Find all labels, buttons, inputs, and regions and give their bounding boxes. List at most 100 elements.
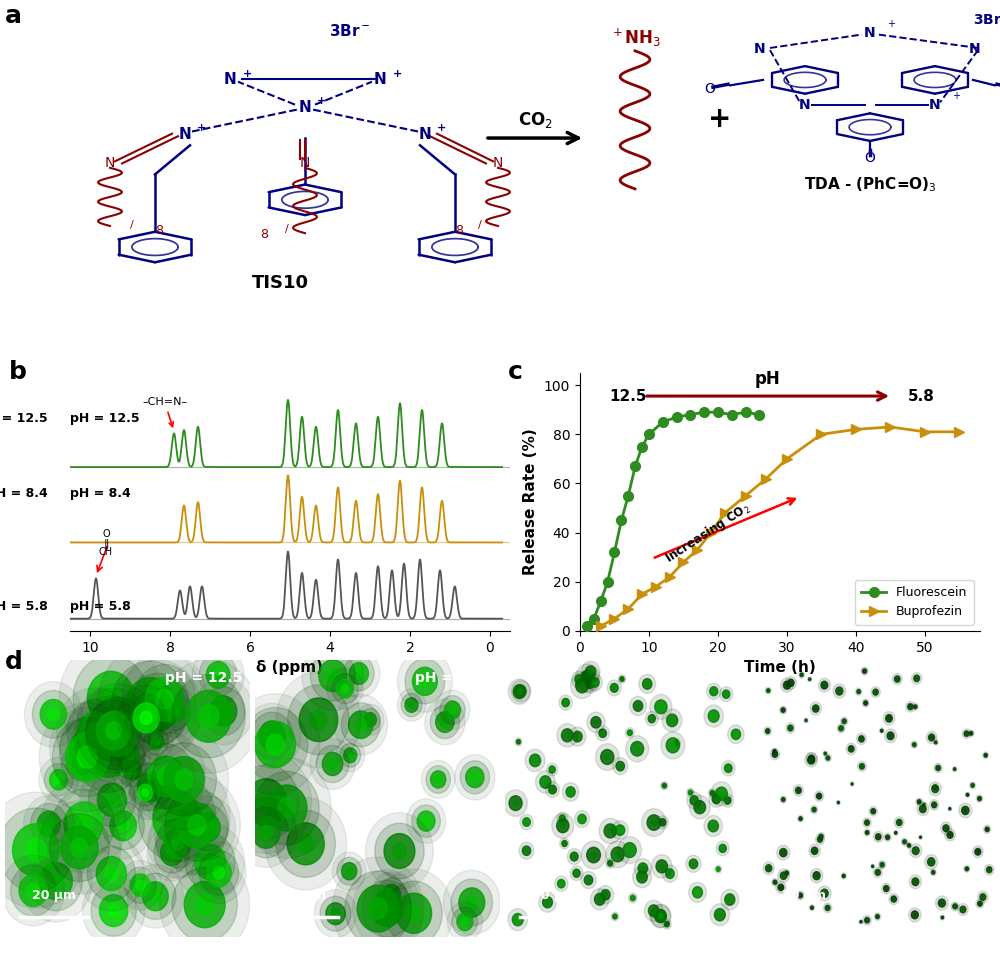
Circle shape xyxy=(860,921,862,923)
Circle shape xyxy=(910,844,922,858)
Circle shape xyxy=(30,803,67,845)
Circle shape xyxy=(170,706,179,717)
Circle shape xyxy=(667,714,678,727)
Circle shape xyxy=(431,771,446,788)
Circle shape xyxy=(206,662,230,688)
Circle shape xyxy=(440,696,465,725)
Circle shape xyxy=(697,805,702,810)
Circle shape xyxy=(13,824,59,877)
Circle shape xyxy=(860,738,863,740)
Text: +: + xyxy=(392,69,402,78)
Circle shape xyxy=(725,692,728,696)
Circle shape xyxy=(91,885,136,936)
Circle shape xyxy=(243,707,308,781)
Circle shape xyxy=(516,740,520,744)
Circle shape xyxy=(725,764,732,772)
Circle shape xyxy=(808,756,815,764)
Circle shape xyxy=(175,769,193,790)
Circle shape xyxy=(64,802,103,846)
Circle shape xyxy=(39,703,135,812)
Circle shape xyxy=(651,819,657,826)
Circle shape xyxy=(871,864,874,868)
Circle shape xyxy=(344,748,357,763)
Circle shape xyxy=(41,776,126,873)
Fluorescein xyxy=(726,409,738,421)
Circle shape xyxy=(814,791,824,801)
Circle shape xyxy=(140,711,152,725)
Fluorescein xyxy=(588,613,600,624)
Circle shape xyxy=(581,841,606,869)
Circle shape xyxy=(962,908,964,911)
Circle shape xyxy=(817,836,822,842)
Circle shape xyxy=(930,799,939,810)
Text: d: d xyxy=(5,650,23,674)
Circle shape xyxy=(331,909,340,919)
Circle shape xyxy=(585,666,596,678)
Buprofezin xyxy=(608,613,620,624)
Circle shape xyxy=(767,730,769,732)
Circle shape xyxy=(52,789,115,859)
Circle shape xyxy=(599,818,621,843)
Circle shape xyxy=(260,825,272,839)
Circle shape xyxy=(518,741,519,743)
Circle shape xyxy=(367,717,373,723)
Circle shape xyxy=(364,712,377,727)
Circle shape xyxy=(953,903,957,909)
Circle shape xyxy=(785,871,788,875)
Circle shape xyxy=(148,756,184,796)
Circle shape xyxy=(156,819,199,868)
Circle shape xyxy=(533,758,537,763)
Circle shape xyxy=(938,899,945,907)
Circle shape xyxy=(916,677,918,680)
Circle shape xyxy=(804,718,808,723)
Circle shape xyxy=(152,686,197,737)
Circle shape xyxy=(74,684,162,784)
Circle shape xyxy=(876,834,881,840)
Circle shape xyxy=(647,815,661,830)
Circle shape xyxy=(40,700,67,729)
Circle shape xyxy=(20,840,92,922)
Circle shape xyxy=(549,766,555,773)
Circle shape xyxy=(872,865,874,867)
Circle shape xyxy=(908,704,913,709)
Circle shape xyxy=(886,715,892,722)
Circle shape xyxy=(138,686,178,731)
Circle shape xyxy=(149,699,167,719)
Circle shape xyxy=(707,684,721,700)
Circle shape xyxy=(609,862,611,864)
Circle shape xyxy=(840,728,842,729)
Fluorescein xyxy=(581,620,593,632)
Circle shape xyxy=(39,757,78,802)
Text: N: N xyxy=(299,99,311,115)
Circle shape xyxy=(686,856,701,873)
Circle shape xyxy=(966,732,967,735)
Circle shape xyxy=(24,682,82,747)
Circle shape xyxy=(776,881,786,893)
Circle shape xyxy=(976,794,983,802)
Text: pH: pH xyxy=(755,371,781,388)
Circle shape xyxy=(336,739,365,771)
Circle shape xyxy=(516,685,526,697)
Circle shape xyxy=(650,904,671,928)
Circle shape xyxy=(126,731,205,821)
Circle shape xyxy=(921,808,924,811)
Circle shape xyxy=(179,795,236,859)
Circle shape xyxy=(252,816,280,848)
Circle shape xyxy=(153,737,160,745)
Circle shape xyxy=(625,728,634,738)
Circle shape xyxy=(509,795,522,811)
Circle shape xyxy=(194,678,253,745)
Circle shape xyxy=(959,803,972,818)
Circle shape xyxy=(781,707,785,712)
Text: 20 μm: 20 μm xyxy=(532,889,576,902)
Circle shape xyxy=(666,923,668,925)
Circle shape xyxy=(382,884,401,905)
Circle shape xyxy=(919,805,926,813)
Buprofezin xyxy=(705,527,717,538)
Circle shape xyxy=(628,893,637,902)
Circle shape xyxy=(97,711,131,750)
Circle shape xyxy=(887,732,894,740)
Circle shape xyxy=(780,849,787,857)
Circle shape xyxy=(67,700,123,763)
Circle shape xyxy=(371,891,403,926)
